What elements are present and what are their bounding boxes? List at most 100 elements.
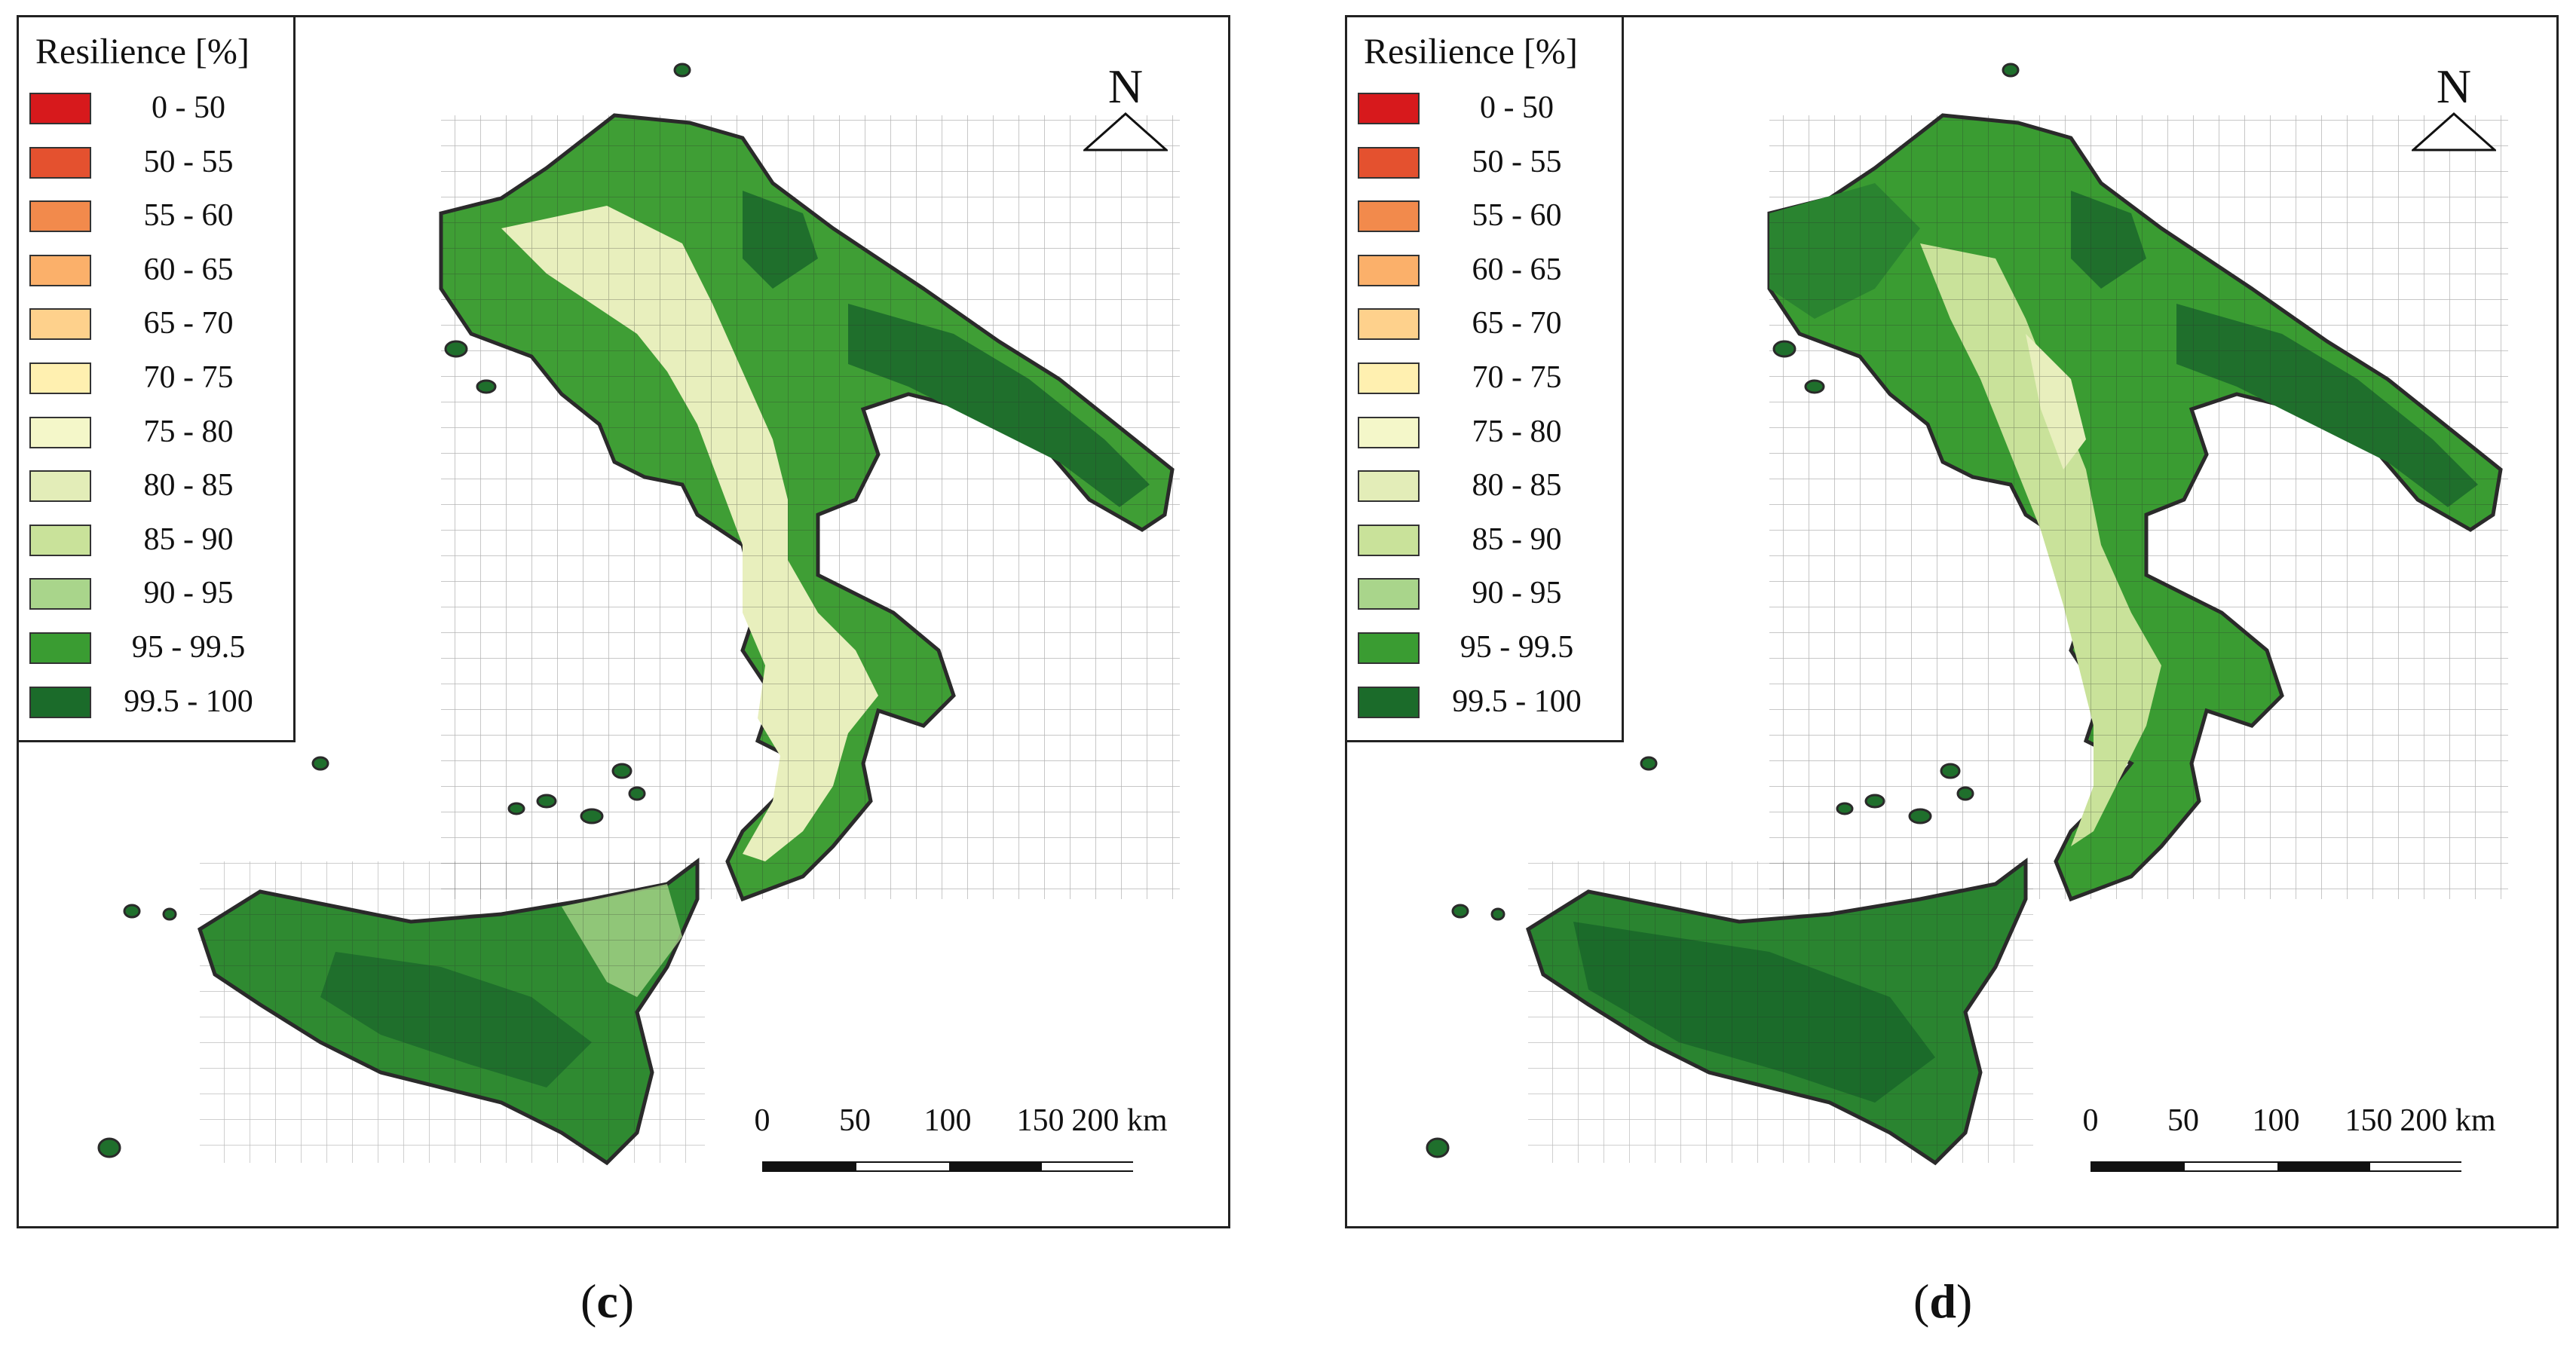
islands <box>97 63 691 1158</box>
caption-open: ( <box>580 1274 597 1328</box>
scale-tick-100: 100 <box>2252 1103 2300 1138</box>
legend-swatch <box>29 470 91 503</box>
legend-range-label: 95 - 99.5 <box>131 630 246 665</box>
legend-swatch <box>29 416 91 448</box>
legend-item: 0 - 50 <box>1358 90 1614 129</box>
mainland-region <box>1767 113 2508 902</box>
legend-swatch <box>29 146 91 179</box>
legend-range-label: 65 - 70 <box>143 306 234 341</box>
caption-d: (d) <box>1913 1274 1972 1329</box>
legend-range-label: 80 - 85 <box>1472 468 1562 503</box>
legend-item: 85 - 90 <box>29 522 286 561</box>
legend-range-label: 75 - 80 <box>1472 414 1562 449</box>
legend-range-label: 80 - 85 <box>143 468 234 503</box>
caption-close: ) <box>1956 1274 1973 1328</box>
scale-tick-100: 100 <box>924 1103 972 1138</box>
legend-swatch <box>1358 470 1420 503</box>
legend-range-label: 99.5 - 100 <box>1452 684 1582 719</box>
caption-letter: c <box>596 1274 618 1328</box>
scale-bar: 0 50 100 150 200 km <box>743 1103 1168 1178</box>
legend: Resilience [%] 0 - 50 50 - 55 55 - 60 60 - … <box>19 17 296 742</box>
legend-range-label: 60 - 65 <box>143 252 234 287</box>
legend-item: 65 - 70 <box>29 306 286 344</box>
legend-range-label: 90 - 95 <box>1472 576 1562 611</box>
legend-swatch <box>29 686 91 718</box>
legend-range-label: 99.5 - 100 <box>124 684 253 719</box>
mainland-region <box>439 113 1180 902</box>
legend-item: 90 - 95 <box>1358 576 1614 614</box>
legend-range-label: 70 - 75 <box>143 360 234 395</box>
legend-range-label: 65 - 70 <box>1472 306 1562 341</box>
legend-item: 75 - 80 <box>29 414 286 453</box>
legend-swatch <box>1358 524 1420 556</box>
legend-range-label: 85 - 90 <box>143 522 234 557</box>
north-label: N <box>2436 60 2472 113</box>
legend-item: 70 - 75 <box>1358 360 1614 399</box>
north-triangle-icon <box>2412 112 2496 151</box>
legend-swatch <box>29 632 91 664</box>
legend-item: 60 - 65 <box>29 252 286 291</box>
legend-range-label: 55 - 60 <box>1472 198 1562 234</box>
legend-range-label: 0 - 50 <box>1480 90 1554 125</box>
legend-range-label: 55 - 60 <box>143 198 234 234</box>
north-arrow: N <box>2409 63 2499 168</box>
legend-title: Resilience [%] <box>35 32 250 72</box>
legend-swatch <box>1358 362 1420 394</box>
legend-item: 55 - 60 <box>1358 198 1614 237</box>
legend-item: 99.5 - 100 <box>29 684 286 723</box>
scale-bar-segments <box>2091 1161 2463 1172</box>
legend-item: 95 - 99.5 <box>1358 630 1614 668</box>
legend-swatch <box>29 93 91 124</box>
legend-item: 90 - 95 <box>29 576 286 614</box>
legend-item: 65 - 70 <box>1358 306 1614 344</box>
scale-tick-150: 150 <box>2345 1103 2393 1138</box>
north-arrow: N <box>1080 63 1171 168</box>
resilience-map-d <box>1426 63 2508 1166</box>
legend-swatch <box>1358 308 1420 341</box>
legend-range-label: 70 - 75 <box>1472 360 1562 395</box>
legend-item: 55 - 60 <box>29 198 286 237</box>
legend-range-label: 50 - 55 <box>143 144 234 179</box>
legend-item: 95 - 99.5 <box>29 630 286 668</box>
caption-letter: d <box>1929 1274 1956 1328</box>
caption-c: (c) <box>580 1274 634 1329</box>
scale-tick-0: 0 <box>754 1103 770 1138</box>
legend-item: 75 - 80 <box>1358 414 1614 453</box>
legend-title: Resilience [%] <box>1364 32 1578 72</box>
legend-range-label: 60 - 65 <box>1472 252 1562 287</box>
resilience-map-c <box>97 63 1180 1166</box>
legend-swatch <box>1358 93 1420 124</box>
scale-tick-200: 200 km <box>1071 1103 1168 1138</box>
legend: Resilience [%] 0 - 50 50 - 55 55 - 60 60 - … <box>1347 17 1624 742</box>
legend-range-label: 0 - 50 <box>152 90 225 125</box>
legend-range-label: 85 - 90 <box>1472 522 1562 557</box>
legend-item: 85 - 90 <box>1358 522 1614 561</box>
legend-item: 80 - 85 <box>1358 468 1614 506</box>
legend-swatch <box>29 362 91 394</box>
sicily-region <box>198 858 705 1166</box>
scale-tick-50: 50 <box>839 1103 871 1138</box>
caption-open: ( <box>1913 1274 1930 1328</box>
scale-tick-50: 50 <box>2167 1103 2199 1138</box>
legend-swatch <box>1358 146 1420 179</box>
legend-swatch <box>29 200 91 233</box>
scale-bar: 0 50 100 150 200 km <box>2071 1103 2496 1178</box>
legend-range-label: 75 - 80 <box>143 414 234 449</box>
legend-item: 50 - 55 <box>29 144 286 183</box>
legend-swatch <box>1358 200 1420 233</box>
legend-swatch <box>1358 254 1420 286</box>
islands <box>1426 63 2020 1158</box>
scale-tick-150: 150 <box>1016 1103 1064 1138</box>
legend-swatch <box>1358 686 1420 718</box>
north-triangle-icon <box>1083 112 1168 151</box>
legend-item: 0 - 50 <box>29 90 286 129</box>
scale-tick-200: 200 km <box>2400 1103 2496 1138</box>
legend-item: 80 - 85 <box>29 468 286 506</box>
legend-swatch <box>29 578 91 610</box>
legend-swatch <box>1358 416 1420 448</box>
map-panel-c: Resilience [%] 0 - 50 50 - 55 55 - 60 60 - … <box>17 15 1230 1228</box>
legend-item: 70 - 75 <box>29 360 286 399</box>
legend-swatch <box>1358 578 1420 610</box>
legend-swatch <box>29 308 91 341</box>
scale-tick-0: 0 <box>2082 1103 2099 1138</box>
